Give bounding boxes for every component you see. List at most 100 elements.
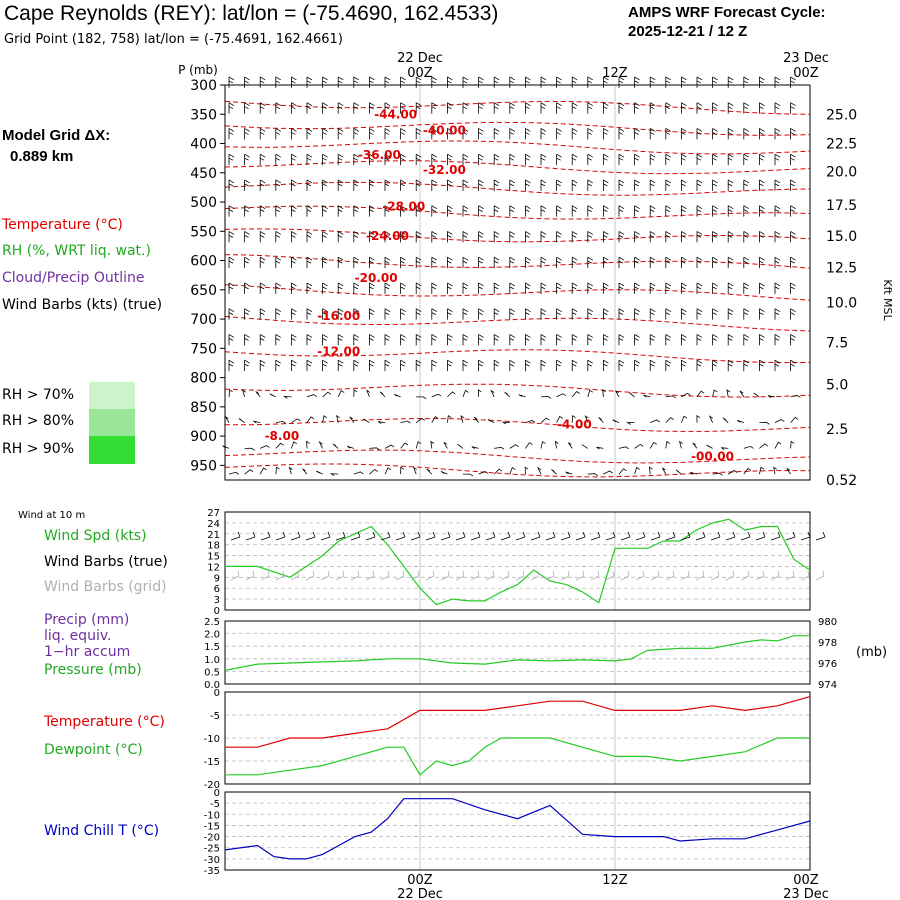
surface-wind-barb	[785, 531, 796, 541]
wind-barb	[540, 395, 552, 399]
wind-barb	[743, 308, 750, 320]
wind-barb	[353, 76, 360, 88]
grid-wind-barb	[380, 570, 390, 581]
model-grid-value: 0.889 km	[10, 148, 74, 165]
wind-barb	[384, 308, 391, 320]
wind-barb	[509, 128, 516, 140]
wind-barb	[727, 334, 734, 346]
wind-barb	[618, 334, 625, 346]
wind-barb	[628, 392, 635, 398]
wind-barb	[337, 256, 344, 269]
wind-barb	[291, 102, 297, 114]
pressure-tick-label: 750	[190, 341, 217, 357]
wind-barb	[727, 128, 734, 140]
wind-barb	[228, 389, 233, 397]
wind-barb	[478, 231, 484, 243]
top-hour-label: 00Z	[793, 66, 819, 81]
wind-barb	[462, 205, 469, 217]
wind-barb	[662, 467, 667, 475]
wind-barb	[228, 282, 235, 294]
temperature-label: Temperature (°C)	[44, 714, 165, 730]
wind-barb	[551, 469, 557, 475]
wind-barb	[393, 393, 401, 398]
wind-barb	[244, 447, 255, 451]
wind-barb	[649, 231, 656, 243]
wind-barb	[269, 393, 276, 398]
wind-barb	[634, 334, 640, 346]
wind-barb	[712, 76, 718, 88]
wind-barb	[260, 445, 270, 449]
wind-barb	[712, 128, 718, 140]
wind-barb	[665, 440, 671, 449]
wind-barb	[275, 466, 280, 475]
wind-barb	[665, 282, 672, 294]
wind-barb	[384, 179, 391, 191]
grid-wind-barb	[545, 570, 555, 581]
wind-barb	[509, 359, 516, 372]
wind-barb	[618, 205, 625, 217]
wind-barb	[587, 76, 594, 88]
wind-barb	[306, 394, 317, 398]
wind-barb	[493, 76, 500, 88]
wind-barb	[306, 416, 315, 423]
wind-barb	[400, 76, 406, 88]
wind-barb	[462, 76, 469, 88]
wind-barb	[565, 471, 573, 475]
wind-barb	[571, 359, 578, 372]
wind-barb	[509, 256, 516, 269]
wind-barb	[400, 179, 406, 191]
wind-barb	[412, 466, 417, 475]
wind-barb	[537, 466, 542, 475]
wind-barb	[696, 205, 703, 217]
wind-barb	[426, 468, 433, 475]
wind-barb	[462, 389, 469, 398]
wind-barb	[759, 231, 765, 243]
wind-barb	[473, 416, 479, 423]
surface-wind-barb	[695, 531, 706, 541]
wind-barb	[618, 446, 630, 450]
legend-cloud: Cloud/Precip Outline	[2, 270, 145, 286]
pressure-right-tick: 980	[818, 617, 837, 628]
wind-barb	[727, 205, 734, 217]
surface-wind-barb	[395, 531, 406, 541]
top-date-label: 23 Dec	[783, 51, 829, 66]
panel-tick-label: -5	[210, 799, 220, 810]
wind-barb	[603, 334, 609, 346]
height-tick-label: 5.0	[826, 378, 848, 394]
pressure-right-tick: 976	[818, 659, 837, 670]
wind-barb	[462, 256, 469, 269]
wind-barb	[571, 390, 580, 398]
wind-barb	[759, 443, 769, 449]
wind-barb	[540, 440, 546, 449]
wind-barb	[337, 282, 344, 294]
series-line	[225, 737, 810, 776]
wind-barb	[649, 76, 656, 88]
rh-90-swatch	[89, 436, 135, 464]
wind-barb	[618, 308, 625, 320]
wind-barb	[612, 419, 620, 424]
legend-rh: RH (%, WRT liq. wat.)	[2, 243, 151, 259]
wind-barb	[400, 231, 406, 243]
wind-barb	[384, 359, 391, 372]
wind-barb	[790, 205, 796, 217]
wind-barb	[306, 282, 313, 294]
wind-barb	[634, 443, 644, 449]
isotherm-label: -8.00	[265, 429, 300, 443]
wind-barb	[462, 282, 469, 294]
wind-barb	[634, 102, 640, 114]
wind-barb	[525, 128, 531, 140]
isotherm-label: -36.00	[358, 148, 401, 162]
wind-barb	[228, 471, 240, 475]
surface-wind-barb	[365, 531, 376, 541]
wind-barb	[603, 153, 609, 166]
wind-barb	[678, 440, 683, 449]
wind-barb	[384, 76, 391, 88]
wind-barb	[618, 102, 625, 114]
wind-barb	[743, 359, 750, 372]
wind-barb	[525, 420, 536, 424]
wind-barb	[540, 308, 547, 320]
wind-barb	[275, 153, 282, 166]
wind-barb	[587, 231, 594, 243]
wind-barb	[615, 390, 620, 398]
wind-barb	[556, 308, 562, 320]
